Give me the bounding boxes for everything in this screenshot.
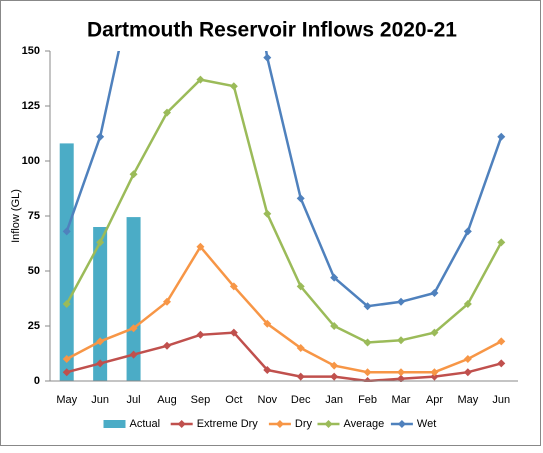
marker — [497, 238, 506, 247]
marker — [463, 355, 472, 363]
x-tick-label: May — [56, 394, 77, 406]
marker — [62, 355, 71, 363]
marker — [129, 170, 138, 179]
legend-label: Dry — [295, 418, 313, 430]
legend-label: Average — [344, 418, 385, 430]
marker — [330, 273, 339, 282]
marker — [129, 324, 138, 333]
marker — [397, 368, 405, 377]
marker — [363, 302, 372, 311]
bar — [59, 143, 74, 381]
x-tick-label: Feb — [358, 394, 377, 406]
y-tick-label: 150 — [22, 45, 40, 57]
line — [65, 78, 503, 344]
marker — [163, 108, 171, 117]
marker — [96, 238, 105, 247]
marker — [229, 82, 238, 91]
marker — [430, 328, 439, 337]
marker — [62, 368, 71, 377]
marker — [263, 319, 272, 328]
marker — [296, 344, 305, 352]
y-tick-label: 50 — [28, 265, 40, 277]
marker — [62, 300, 71, 308]
chart-title: Dartmouth Reservoir Inflows 2020-21 — [87, 19, 457, 42]
line — [65, 51, 503, 308]
line — [66, 331, 502, 382]
x-tick-label: Apr — [426, 394, 443, 406]
legend-label: Actual — [130, 418, 161, 430]
marker — [263, 209, 272, 218]
y-tick-label: 125 — [22, 100, 40, 112]
marker — [463, 227, 472, 236]
marker — [263, 366, 272, 374]
marker — [430, 289, 439, 297]
x-tick-label: Jul — [127, 394, 141, 406]
legend-label: Wet — [417, 418, 436, 430]
legend-marker — [275, 420, 284, 428]
marker — [463, 300, 472, 308]
marker — [163, 297, 171, 306]
marker — [296, 372, 305, 381]
legend-marker — [177, 420, 186, 428]
y-tick-label: 100 — [22, 155, 40, 167]
y-axis-label: Inflow (GL) — [10, 189, 22, 243]
legend-swatch — [103, 420, 126, 428]
legend-marker — [397, 420, 406, 428]
marker — [129, 350, 138, 359]
marker — [430, 372, 439, 381]
x-tick-label: Jun — [492, 394, 510, 406]
x-tick-label: May — [457, 394, 478, 406]
x-tick-label: Aug — [157, 394, 177, 406]
plot-area — [59, 51, 506, 382]
marker — [330, 322, 339, 330]
bar — [126, 217, 141, 381]
marker — [497, 359, 506, 368]
legend-label: Extreme Dry — [197, 418, 259, 430]
marker — [330, 372, 339, 381]
marker — [397, 336, 405, 345]
marker — [196, 242, 205, 251]
x-tick-label: Jan — [325, 394, 343, 406]
line — [66, 244, 502, 374]
marker — [229, 282, 238, 291]
marker — [363, 338, 372, 347]
x-tick-label: Jun — [91, 394, 109, 406]
marker — [296, 194, 305, 203]
marker — [497, 337, 506, 346]
y-tick-label: 0 — [34, 375, 40, 387]
marker — [363, 368, 372, 377]
marker — [296, 282, 305, 291]
x-tick-label: Nov — [258, 394, 278, 406]
marker — [330, 361, 339, 370]
x-tick-label: Sep — [191, 394, 211, 406]
marker — [62, 227, 71, 236]
marker — [96, 359, 105, 368]
marker — [463, 368, 472, 377]
x-tick-label: Mar — [392, 394, 411, 406]
marker — [196, 75, 205, 84]
marker — [263, 53, 272, 62]
marker — [497, 132, 506, 141]
marker — [96, 132, 105, 141]
marker — [229, 328, 238, 337]
legend-marker — [324, 420, 333, 428]
x-tick-label: Dec — [291, 394, 311, 406]
marker — [163, 341, 171, 350]
marker — [196, 330, 205, 339]
marker — [96, 337, 105, 346]
y-tick-label: 25 — [28, 320, 40, 332]
y-tick-label: 75 — [28, 210, 40, 222]
x-tick-label: Oct — [225, 394, 242, 406]
marker — [397, 297, 405, 306]
marker — [397, 374, 405, 382]
marker — [430, 368, 439, 377]
